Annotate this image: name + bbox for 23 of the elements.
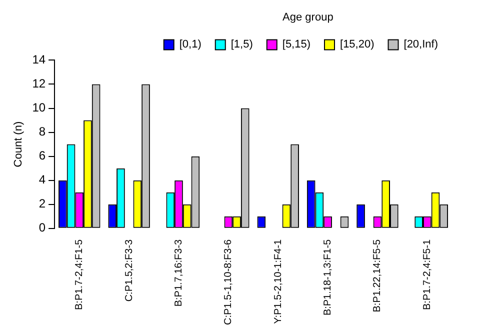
y-tick-label: 14: [32, 52, 46, 67]
y-axis-title: Count (n): [12, 121, 25, 168]
y-tick-label: 8: [38, 124, 46, 139]
legend-label: [1,5): [230, 38, 253, 51]
x-tick-label: B:P1.7-2,4:F1-5: [74, 238, 86, 310]
legend-title: Age group: [282, 12, 334, 24]
x-tick-label: B:P1.18-1,3:F1-5: [322, 238, 334, 316]
legend-label: [0,1): [179, 38, 202, 51]
y-tick-label: 2: [38, 196, 46, 211]
x-tick-label: B:P1.7-2,4:F5-1: [422, 238, 433, 310]
y-tick-label: 10: [32, 100, 46, 115]
legend-label: [20,Inf): [404, 38, 438, 51]
x-tick-label: B:P1.7,16:F3-3: [174, 238, 184, 307]
x-tick-label: Y:P1.5-2,10-1:F4-1: [272, 238, 284, 324]
y-tick-label: 4: [38, 172, 46, 187]
y-tick-label: 12: [32, 76, 46, 91]
y-tick-label: 6: [38, 148, 46, 163]
legend-label: [5,15): [282, 38, 311, 51]
x-tick-label: B:P1.22,14:F5-5: [372, 238, 384, 312]
x-tick-label: C:P1.5-1,10-8:F3-6: [223, 238, 234, 326]
x-tick-label: C:P1.5,2:F3-3: [124, 238, 135, 302]
legend-label: [15,20): [340, 38, 374, 51]
y-tick-label: 0: [38, 220, 46, 235]
